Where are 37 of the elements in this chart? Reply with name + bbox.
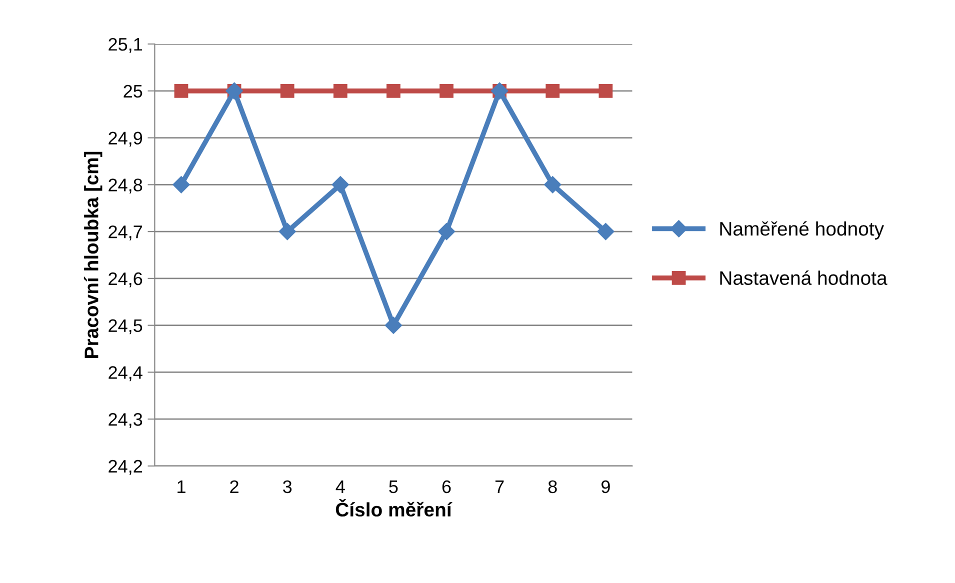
x-axis-title: Číslo měření <box>336 498 452 517</box>
y-tick-label: 25,1 <box>108 38 142 53</box>
point <box>278 223 296 240</box>
point <box>386 84 400 98</box>
point <box>174 84 188 98</box>
y-tick-label: 24,7 <box>108 225 142 240</box>
x-tick-label: 3 <box>283 480 292 494</box>
point <box>544 176 562 194</box>
point <box>333 84 348 98</box>
y-axis-title: Pracovní hloubka [cm] <box>84 152 102 358</box>
y-tick-label: 24,5 <box>108 319 142 334</box>
x-tick-label: 1 <box>178 480 186 493</box>
y-tick-label: 24,3 <box>108 413 142 428</box>
legend-label: Naměřené hodnoty <box>720 221 884 240</box>
legend-label: Nastavená hodnota <box>720 270 888 285</box>
x-tick-label: 5 <box>389 480 398 494</box>
x-tick-label: 8 <box>548 480 557 494</box>
point <box>546 84 560 98</box>
point <box>280 84 294 98</box>
point <box>598 84 613 98</box>
x-tick-label: 6 <box>442 480 451 494</box>
y-tick-label: 24,8 <box>108 178 142 194</box>
x-tick-label: 4 <box>336 480 345 493</box>
y-tick-label: 25 <box>124 84 142 98</box>
y-tick-label: 24,6 <box>108 272 142 288</box>
point <box>332 176 349 194</box>
y-tick-label: 24,9 <box>108 132 142 147</box>
point <box>597 223 614 240</box>
y-tick-label: 24,4 <box>108 366 142 382</box>
x-tick-label: 7 <box>495 480 504 493</box>
point <box>438 223 456 240</box>
x-tick-label: 9 <box>602 480 610 494</box>
point <box>440 84 454 98</box>
x-tick-label: 2 <box>230 480 238 493</box>
point <box>172 176 190 194</box>
y-tick-label: 24,2 <box>108 460 142 475</box>
point <box>384 316 402 334</box>
